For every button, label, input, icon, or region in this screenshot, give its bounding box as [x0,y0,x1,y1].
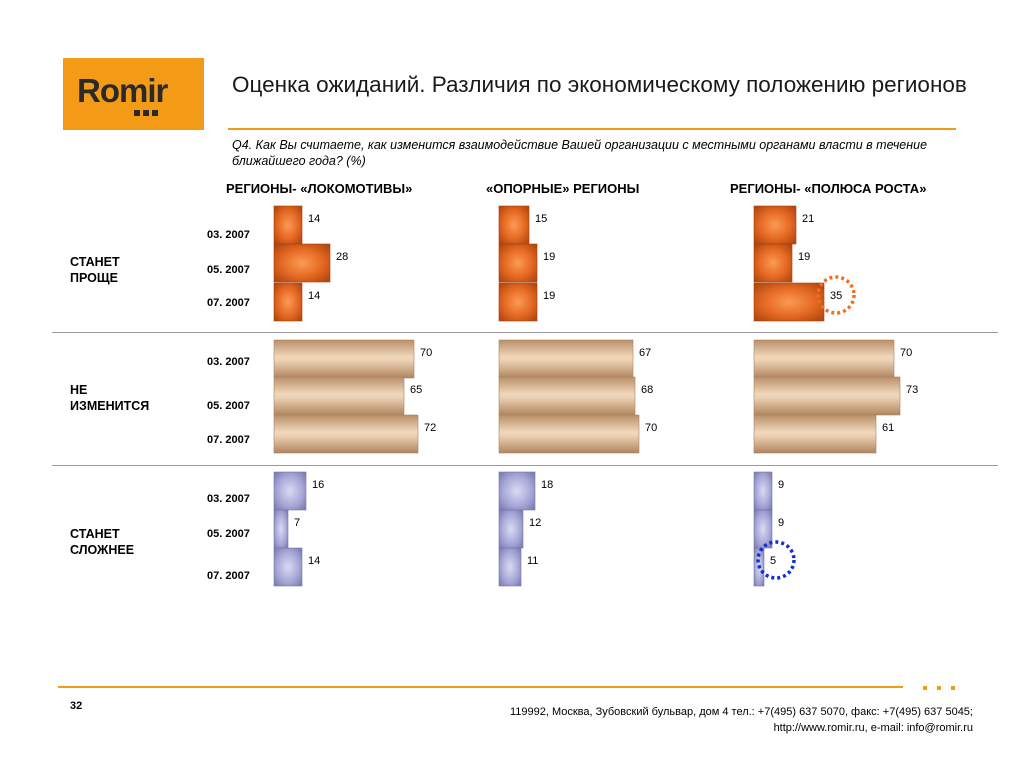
bar-value-label: 19 [543,251,555,263]
bar-value-label: 70 [420,347,432,359]
survey-question: Q4. Как Вы считаете, как изменится взаим… [232,138,928,168]
logo-text: Romir [77,72,168,109]
bar-value-label: 70 [900,347,912,359]
period-label: 07. 2007 [207,434,250,446]
bar-value-label: 9 [778,479,784,491]
bar-value-label: 11 [527,555,538,567]
category-label-easier: СТАНЕТ ПРОЩЕ [70,255,120,285]
page-number: 32 [70,700,83,712]
bar-value-label: 14 [308,213,320,225]
bar-easier [498,282,538,322]
bar-value-label: 19 [543,290,555,302]
bar-harder [753,509,773,549]
bar-unchanged [498,414,640,454]
bar-value-label: 68 [641,384,653,396]
highlight-circle [756,540,796,580]
bar-easier [273,243,331,283]
logo-dots [134,110,158,116]
period-label: 07. 2007 [207,570,250,582]
slide-title: Оценка ожиданий. Различия по экономическ… [232,72,967,97]
highlight-circle [816,275,856,315]
bar-harder [498,471,536,511]
bar-easier [753,243,793,283]
bar-value-label: 19 [798,251,810,263]
bar-value-label: 5 [770,555,776,567]
bar-value-label: 7 [294,517,300,529]
section-divider [52,465,998,466]
bar-unchanged [753,376,901,416]
group-header-base-regions: «ОПОРНЫЕ» РЕГИОНЫ [486,181,640,196]
bar-value-label: 70 [645,422,657,434]
bar-easier [498,205,530,245]
bar-value-label: 18 [541,479,553,491]
bar-easier [273,205,303,245]
bar-harder [273,509,289,549]
bar-unchanged [273,414,419,454]
bar-value-label: 73 [906,384,918,396]
bar-value-label: 16 [312,479,324,491]
footer-divider [58,686,903,688]
footer-web-email: http://www.romir.ru, e-mail: info@romir.… [773,722,973,734]
category-label-harder: СТАНЕТ СЛОЖНЕЕ [70,527,135,557]
group-header-growth-poles: РЕГИОНЫ- «ПОЛЮСА РОСТА» [730,181,927,196]
bar-value-label: 61 [882,422,894,434]
bar-value-label: 21 [802,213,814,225]
bar-value-label: 35 [830,290,842,302]
bar-harder [273,547,303,587]
bar-unchanged [753,339,895,379]
romir-logo: Romir [63,58,204,130]
bar-unchanged [753,414,877,454]
bar-value-label: 9 [778,517,784,529]
bar-easier [753,282,825,322]
bar-harder [753,471,773,511]
bar-harder [498,547,522,587]
bar-unchanged [273,376,405,416]
footer-address: 119992, Москва, Зубовский бульвар, дом 4… [509,706,973,718]
bar-value-label: 65 [410,384,422,396]
bar-value-label: 14 [308,555,320,567]
bar-value-label: 72 [424,422,436,434]
bar-unchanged [498,339,634,379]
period-label: 05. 2007 [207,400,250,412]
period-label: 03. 2007 [207,493,250,505]
bar-value-label: 12 [529,517,541,529]
section-divider [52,332,998,333]
bar-value-label: 15 [535,213,547,225]
decor-dots [923,686,955,690]
period-label: 05. 2007 [207,528,250,540]
bar-harder [498,509,524,549]
bar-easier [498,243,538,283]
bar-unchanged [273,339,415,379]
category-label-unchanged: НЕ ИЗМЕНИТСЯ [70,383,150,413]
bar-harder [273,471,307,511]
bar-value-label: 14 [308,290,320,302]
period-label: 03. 2007 [207,229,250,241]
period-label: 05. 2007 [207,264,250,276]
bar-value-label: 67 [639,347,651,359]
bar-easier [753,205,797,245]
group-header-locomotives: РЕГИОНЫ- «ЛОКОМОТИВЫ» [226,181,413,196]
footer-contacts: 119992, Москва, Зубовский бульвар, дом 4… [510,704,973,736]
title-divider [228,128,956,130]
period-label: 03. 2007 [207,356,250,368]
bar-easier [273,282,303,322]
bar-unchanged [498,376,636,416]
bar-value-label: 28 [336,251,348,263]
period-label: 07. 2007 [207,297,250,309]
